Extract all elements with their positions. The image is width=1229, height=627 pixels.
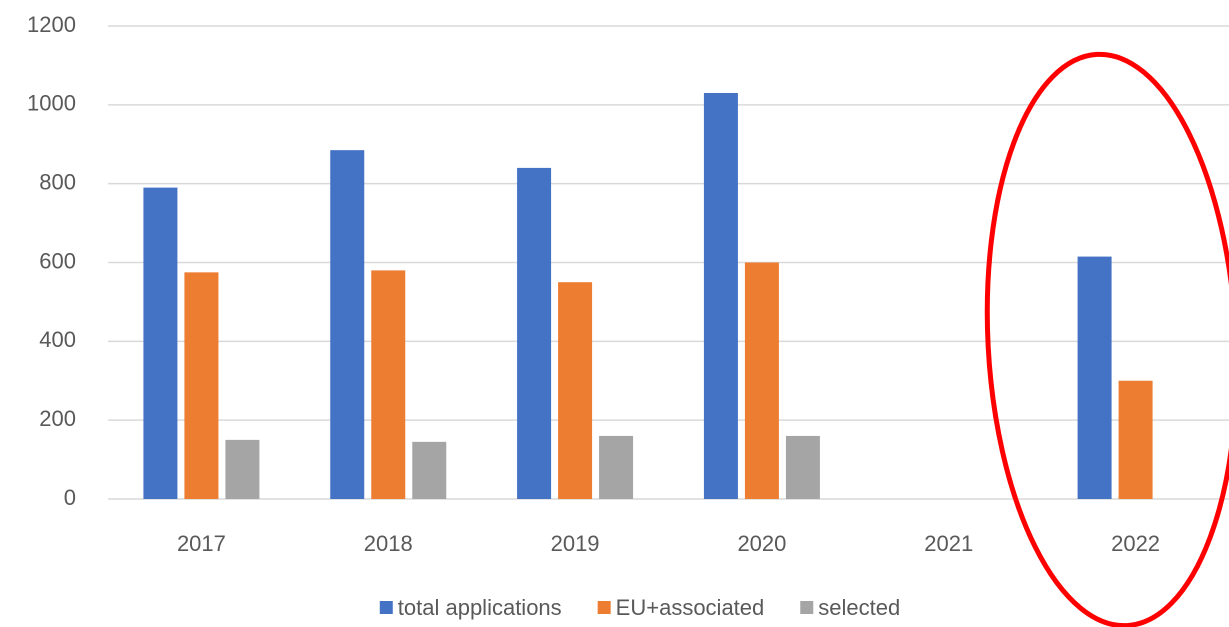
bar — [143, 187, 178, 499]
x-tick-label: 2022 — [1111, 531, 1160, 556]
x-tick-label: 2017 — [177, 531, 226, 556]
bar — [599, 435, 634, 499]
legend-swatch — [597, 601, 611, 614]
legend-item: total applications — [379, 595, 562, 620]
legend: total applications EU+associated selected — [379, 595, 900, 620]
legend-label: EU+associated — [616, 595, 765, 620]
legend-label: total applications — [398, 595, 562, 620]
y-tick-label: 400 — [39, 327, 76, 352]
bar — [517, 167, 552, 499]
x-tick-label: 2021 — [924, 531, 973, 556]
bar — [744, 262, 779, 499]
legend-item: selected — [800, 595, 900, 620]
bar — [785, 435, 820, 499]
highlight-ellipse — [984, 51, 1229, 627]
y-tick-label: 0 — [64, 485, 76, 510]
bar — [225, 439, 260, 499]
x-tick-label: 2018 — [364, 531, 413, 556]
bar — [1077, 256, 1112, 499]
bar — [330, 150, 365, 499]
x-tick-label: 2019 — [551, 531, 600, 556]
legend-item: EU+associated — [597, 595, 765, 620]
y-tick-label: 600 — [39, 248, 76, 273]
x-tick-label: 2020 — [737, 531, 786, 556]
bar — [412, 441, 447, 499]
legend-swatch — [379, 601, 393, 614]
y-tick-label: 1200 — [27, 12, 76, 37]
y-tick-label: 800 — [39, 169, 76, 194]
y-tick-label: 1000 — [27, 91, 76, 116]
bar — [558, 282, 593, 499]
plot-area: 0 200 400 600 800 1000 1200 2017 2018 2019 2020 202… — [27, 12, 1229, 556]
bar — [703, 93, 738, 499]
legend-swatch — [800, 601, 814, 614]
legend-label: selected — [818, 595, 900, 620]
y-tick-label: 200 — [39, 406, 76, 431]
bar — [371, 270, 406, 499]
bar — [1118, 380, 1153, 499]
bar — [184, 272, 219, 499]
